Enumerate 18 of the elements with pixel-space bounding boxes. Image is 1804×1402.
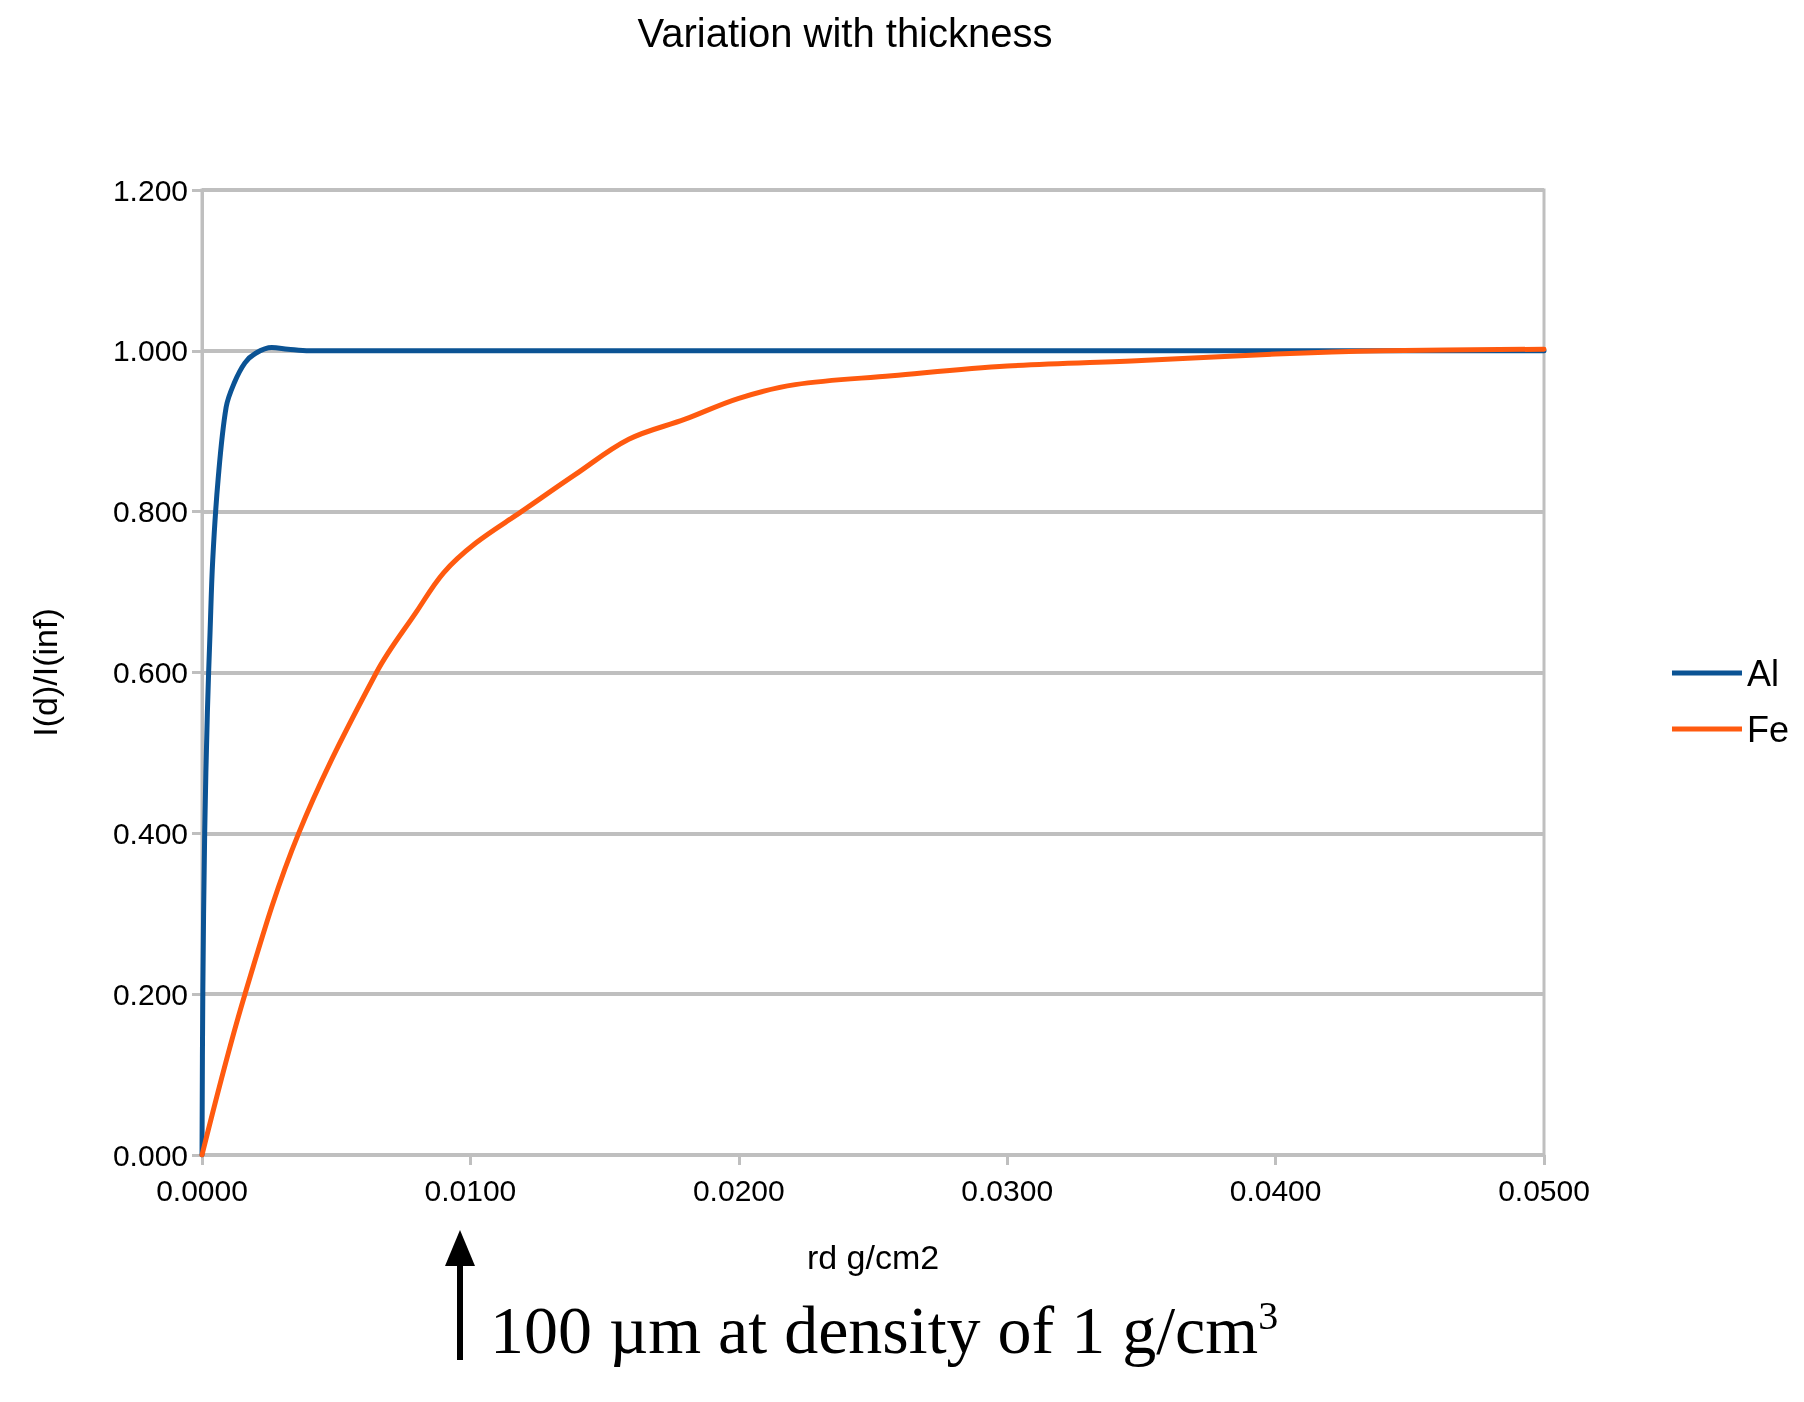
- y-axis-title: I(d)/I(inf): [26, 608, 64, 737]
- y-tick-label: 1.000: [112, 334, 188, 368]
- legend-label: Al: [1746, 652, 1779, 694]
- x-tick-label: 0.0100: [424, 1173, 517, 1207]
- legend-label: Fe: [1746, 708, 1789, 750]
- x-tick-label: 0.0500: [1498, 1173, 1590, 1207]
- x-axis-title: rd g/cm2: [806, 1238, 940, 1276]
- x-tick-label: 0.0300: [961, 1173, 1054, 1207]
- y-tick-label: 0.200: [112, 977, 188, 1011]
- y-tick-label: 0.400: [112, 816, 188, 850]
- x-tick-label: 0.0400: [1229, 1173, 1322, 1207]
- x-tick-label: 0.0200: [692, 1173, 785, 1207]
- chart-title: Variation with thickness: [637, 11, 1053, 55]
- x-tick-label: 0.0000: [156, 1173, 248, 1207]
- y-tick-label: 0.800: [112, 495, 188, 529]
- y-tick-label: 0.600: [112, 656, 188, 689]
- y-tick-label: 0.000: [112, 1138, 188, 1172]
- y-tick-label: 1.200: [112, 173, 188, 207]
